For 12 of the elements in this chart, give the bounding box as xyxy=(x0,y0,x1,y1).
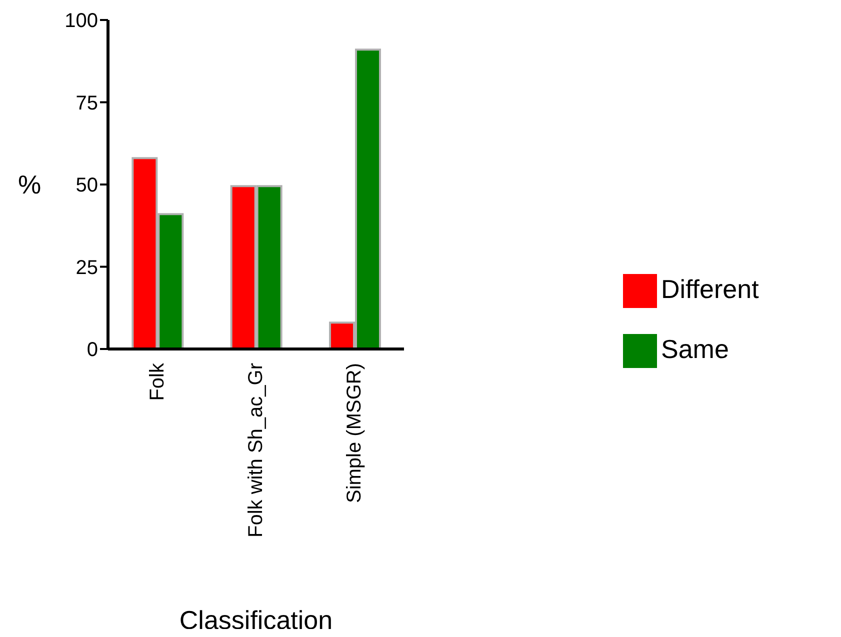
y-tick-label: 25 xyxy=(76,256,98,279)
legend-label: Different xyxy=(661,274,759,304)
x-tick-label: Folk xyxy=(146,362,168,401)
x-axis-title: Classification xyxy=(179,605,333,635)
y-tick-label: 0 xyxy=(86,339,98,362)
y-axis-title: % xyxy=(18,170,42,200)
x-tick-label: Folk with Sh_ac_Gr xyxy=(245,362,267,538)
x-tick-label: Simple (MSGR) xyxy=(344,363,366,504)
legend-label: Same xyxy=(661,334,729,364)
y-tick-label: 100 xyxy=(64,10,98,32)
y-tick-label: 50 xyxy=(76,174,98,197)
y-tick-label: 75 xyxy=(76,92,98,114)
